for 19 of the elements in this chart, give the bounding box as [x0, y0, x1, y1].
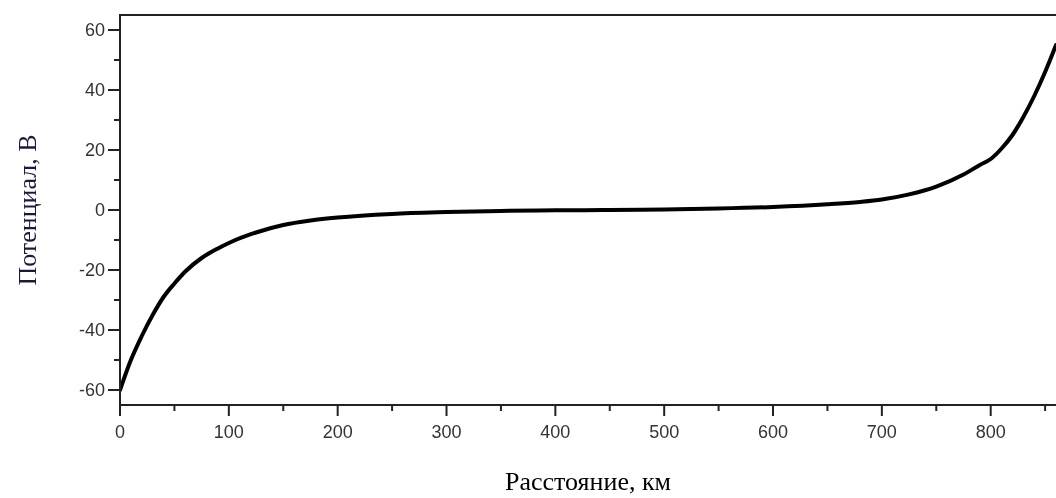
- x-tick-label: 0: [114, 422, 126, 442]
- x-axis-title: Расстояние, км: [504, 467, 672, 496]
- y-tick-label: 20: [84, 140, 105, 161]
- x-tick-label: 700: [866, 422, 897, 442]
- x-tick-label: 500: [649, 422, 680, 442]
- x-tick-label: 100: [213, 422, 244, 442]
- x-tick-label: 600: [758, 422, 789, 442]
- y-tick-label: 0: [94, 200, 105, 221]
- y-tick-label: 40: [84, 80, 105, 101]
- y-tick-label: -40: [78, 320, 105, 341]
- x-tick-label: 300: [431, 422, 462, 442]
- y-tick-label: -20: [78, 260, 105, 281]
- x-tick-label: 400: [540, 422, 571, 442]
- line-series: [120, 43, 1056, 392]
- x-tick-label: 200: [322, 422, 353, 442]
- y-tick-label: 60: [84, 20, 105, 41]
- y-axis-title: Потенциал, В: [13, 134, 42, 286]
- x-tick-label: 800: [975, 422, 1006, 442]
- y-tick-label: -60: [78, 380, 105, 401]
